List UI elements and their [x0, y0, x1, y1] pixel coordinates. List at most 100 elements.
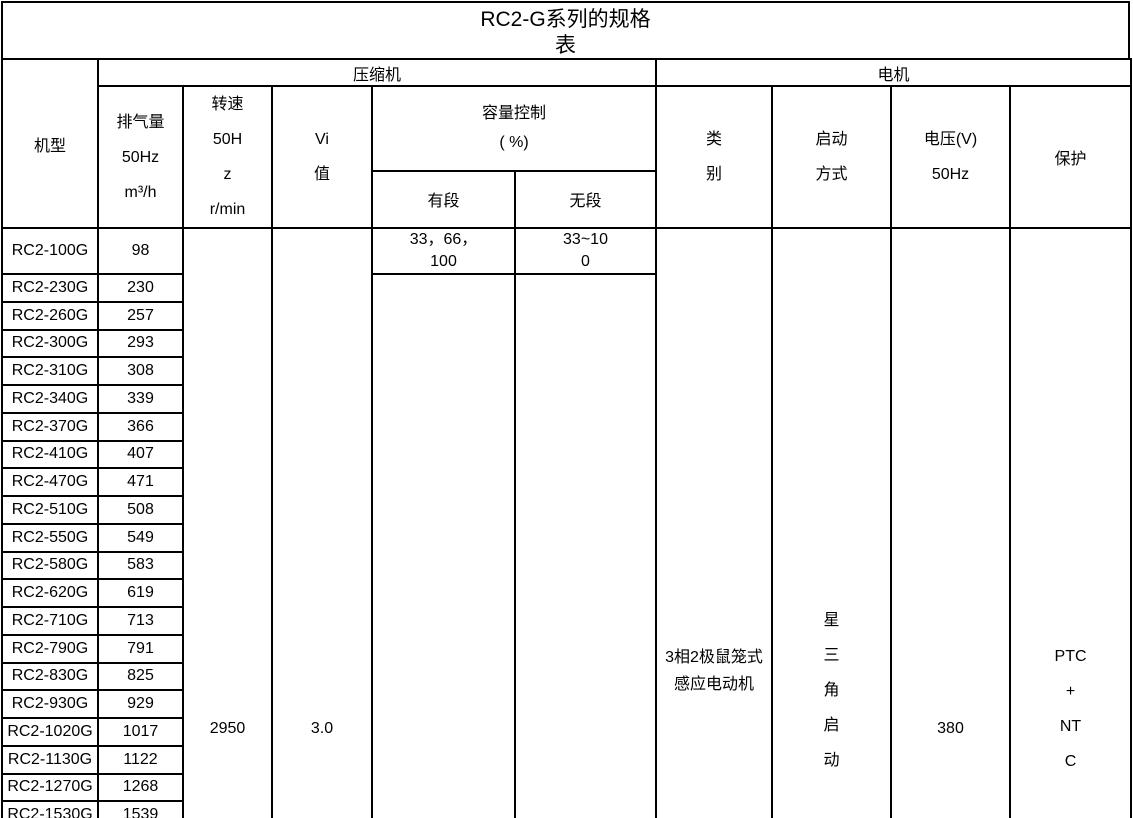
- group-header-motor: 电机: [655, 58, 1133, 87]
- speed-value: 2950: [209, 719, 246, 737]
- displacement-cell: 293: [97, 328, 184, 359]
- model-cell: RC2-710G: [1, 606, 99, 636]
- start-mode-value-cell: 星三角启动: [771, 227, 893, 818]
- table-row: RC2-930G 929: [1, 689, 1131, 719]
- model-cell: RC2-550G: [1, 522, 99, 553]
- displacement-cell: 713: [97, 606, 184, 636]
- model-cell: RC2-230G: [1, 273, 99, 303]
- displacement-cell: 366: [97, 411, 184, 442]
- table-row: RC2-470G 471: [1, 467, 1131, 497]
- model-cell: RC2-790G: [1, 633, 99, 664]
- displacement-cell: 471: [97, 467, 184, 497]
- displacement-cell: 1017: [97, 717, 184, 747]
- col-header-model: 机型: [1, 58, 99, 229]
- col-header-vi: Vi 值: [271, 85, 373, 229]
- table-row: RC2-230G 230: [1, 273, 1131, 818]
- capacity-stepped-value-cell: 33，66， 100: [371, 227, 516, 275]
- model-cell: RC2-1020G: [1, 717, 99, 747]
- displacement-cell: 230: [97, 273, 184, 303]
- table-row: RC2-1270G 1268: [1, 772, 1131, 803]
- group-header-compressor: 压缩机: [96, 58, 658, 87]
- capacity-stepped-empty-cell: [371, 273, 516, 818]
- model-cell: RC2-370G: [1, 411, 99, 442]
- displacement-cell: 1539: [97, 800, 184, 818]
- model-cell: RC2-1530G: [1, 800, 99, 818]
- col-header-capacity-stepless: 无段: [513, 169, 658, 230]
- col-header-displacement: 排气量 50Hz m³/h: [97, 85, 184, 229]
- table-row: RC2-1530G 1539: [1, 800, 1131, 818]
- displacement-cell: 407: [97, 439, 184, 470]
- protection-value-cell: PTC + NT C: [1009, 227, 1133, 818]
- table-row: RC2-340G 339: [1, 384, 1131, 414]
- capacity-stepless-empty-cell: [513, 273, 658, 818]
- table-row: RC2-410G 407: [1, 439, 1131, 470]
- displacement-cell: 619: [97, 578, 184, 608]
- table-row: RC2-510G 508: [1, 495, 1131, 525]
- displacement-cell: 98: [97, 227, 184, 275]
- col-header-protection: 保护: [1009, 85, 1133, 229]
- model-cell: RC2-1130G: [1, 744, 99, 775]
- displacement-cell: 929: [97, 689, 184, 719]
- displacement-cell: 508: [97, 495, 184, 525]
- table-row: RC2-1130G 1122: [1, 744, 1131, 775]
- vi-value: 3.0: [310, 719, 334, 737]
- table-row: RC2-580G 583: [1, 550, 1131, 581]
- group-header-row: 机型 压缩机 电机: [1, 58, 1133, 229]
- table-row: RC2-260G 257: [1, 300, 1131, 331]
- voltage-value: 380: [937, 719, 964, 737]
- displacement-cell: 549: [97, 522, 184, 553]
- displacement-cell: 1268: [97, 772, 184, 803]
- displacement-cell: 308: [97, 356, 184, 386]
- table-row: RC2-310G 308: [1, 356, 1131, 386]
- model-cell: RC2-300G: [1, 328, 99, 359]
- col-header-motor-type: 类别: [655, 85, 774, 229]
- displacement-cell: 1122: [97, 744, 184, 775]
- displacement-cell: 791: [97, 633, 184, 664]
- model-cell: RC2-1270G: [1, 772, 99, 803]
- table-row: RC2-830G 825: [1, 661, 1131, 692]
- model-cell: RC2-830G: [1, 661, 99, 692]
- motor-type-value: 3相2极鼠笼式 感应电动机: [665, 649, 763, 693]
- table-row: RC2-550G 549: [1, 522, 1131, 553]
- motor-type-value-cell: 3相2极鼠笼式 感应电动机: [655, 227, 774, 818]
- table-row: RC2-300G 293: [1, 328, 1131, 359]
- table-row: RC2-710G 713: [1, 606, 1131, 636]
- table-row: RC2-100G 98 2950 3.0 33，66， 100 33~10 0 3相2极鼠笼式感…: [1, 227, 1133, 818]
- capacity-stepless-value-cell: 33~10 0: [513, 227, 658, 275]
- capacity-subheader-row: 有段 无段: [2, 169, 1131, 230]
- model-cell: RC2-100G: [1, 227, 99, 275]
- column-header-row: 排气量 50Hz m³/h 转速 50H z r/min Vi 值 容量控制( %) 类别 …: [2, 85, 1133, 229]
- col-header-capacity-control: 容量控制( %): [370, 85, 658, 172]
- model-cell: RC2-470G: [1, 467, 99, 497]
- displacement-cell: 339: [97, 384, 184, 414]
- table-row: RC2-1020G 1017: [1, 717, 1131, 747]
- model-cell: RC2-410G: [1, 439, 99, 470]
- model-cell: RC2-930G: [1, 689, 99, 719]
- vi-value-cell: 3.0: [271, 227, 373, 818]
- col-header-start-mode: 启动 方式: [771, 85, 893, 229]
- model-cell: RC2-620G: [1, 578, 99, 608]
- table-row: RC2-370G 366: [1, 411, 1131, 442]
- table-body: RC2-100G 98 2950 3.0 33，66， 100 33~10 0 3相2极鼠笼式感…: [1, 227, 1133, 818]
- model-cell: RC2-260G: [1, 300, 99, 331]
- displacement-cell: 583: [97, 550, 184, 581]
- model-cell: RC2-310G: [1, 356, 99, 386]
- displacement-cell: 825: [97, 661, 184, 692]
- start-mode-value: 星三角启动: [823, 612, 840, 769]
- table-row: RC2-790G 791: [1, 633, 1131, 664]
- model-cell: RC2-340G: [1, 384, 99, 414]
- col-header-capacity-stepped: 有段: [371, 169, 516, 230]
- table-row: RC2-620G 619: [1, 578, 1131, 608]
- col-header-speed: 转速 50H z r/min: [182, 85, 273, 229]
- model-cell: RC2-510G: [1, 495, 99, 525]
- voltage-value-cell: 380: [890, 227, 1012, 818]
- displacement-cell: 257: [97, 300, 184, 331]
- speed-value-cell: 2950: [182, 227, 273, 818]
- table-title: RC2-G系列的规格表: [1, 1, 1130, 58]
- spec-table: 机型 压缩机 电机 排气量 50Hz m³/h 转速 50H z r/min Vi 值 容量…: [1, 58, 1133, 818]
- model-cell: RC2-580G: [1, 550, 99, 581]
- col-header-voltage: 电压(V) 50Hz: [890, 85, 1012, 229]
- protection-value: PTC + NT C: [1054, 648, 1087, 770]
